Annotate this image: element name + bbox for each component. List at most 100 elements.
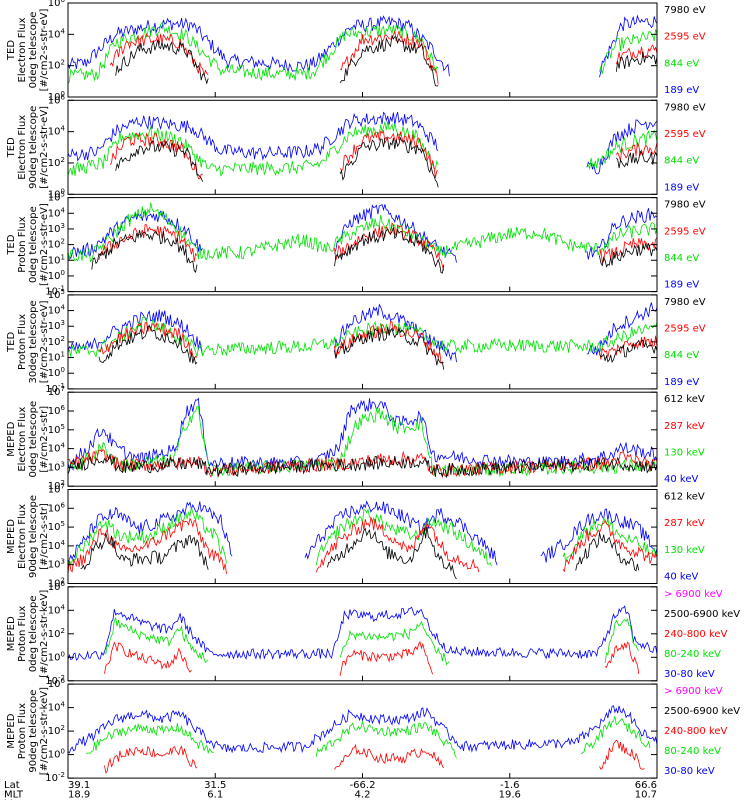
y-tick-label: 104 [48, 304, 66, 317]
footer-value: 19.6 [499, 790, 521, 800]
legend-entry: 2595 eV [664, 324, 706, 335]
panel-2-series-3 [109, 129, 658, 180]
panel-3-series-4 [91, 227, 658, 274]
y-tick-label: 103 [48, 222, 65, 235]
legend-entry: 189 eV [664, 280, 699, 291]
y-tick-label: 107 [48, 385, 65, 398]
y-axis-label: Proton Flux [17, 606, 28, 662]
y-tick-label: 102 [48, 238, 65, 251]
y-axis-label: 0deg telescope [28, 206, 39, 283]
y-axis-label: 90deg telescope [28, 690, 39, 773]
legend-entry: 7980 eV [664, 5, 706, 16]
legend-entry: 189 eV [664, 377, 699, 388]
panel-7-frame [67, 586, 658, 682]
legend-entry: 40 keV [664, 572, 698, 583]
y-axis-label: Electron Flux [17, 17, 28, 82]
y-tick-label: 102 [48, 335, 65, 348]
panel-5-series-2 [67, 405, 658, 478]
legend-entry: 844 eV [664, 58, 699, 69]
y-axis-label: 90deg telescope [28, 106, 39, 189]
y-axis-label: [#/cm2-s-str-keV] [39, 687, 50, 775]
y-tick-label: 106 [48, 0, 66, 9]
y-tick-label: 106 [48, 404, 66, 417]
y-tick-label: 106 [48, 580, 66, 593]
y-tick-label: 104 [48, 603, 66, 616]
y-axis-label: Electron Flux [17, 407, 28, 472]
panel-6-series-3 [67, 516, 658, 575]
legend-entry: 612 keV [664, 394, 705, 405]
panel-2-series-4 [115, 136, 658, 188]
y-tick-label: 100 [48, 366, 65, 379]
y-axis-label: Proton Flux [17, 216, 28, 272]
y-tick-label: 106 [48, 501, 66, 514]
y-tick-label: 100 [48, 90, 65, 103]
y-tick-label: 102 [48, 156, 65, 169]
panel-1-series-2 [67, 21, 658, 84]
panel-4-series-1 [67, 302, 658, 363]
legend-entry: 2500-6900 keV [664, 609, 740, 620]
y-axis-label: TED [6, 234, 17, 255]
y-axis-label: TED [6, 40, 17, 61]
footer-value: 4.2 [355, 790, 371, 800]
footer-label: Lat [4, 780, 20, 791]
panel-2: 100 102 104 106 TED Electron Flux 90deg telesc… [6, 93, 706, 200]
y-axis-label: [#/cm2-s-str-eV] [39, 106, 50, 189]
panel-2-series-2 [67, 121, 658, 177]
legend-entry: 287 keV [664, 518, 705, 529]
legend-entry: 240-800 keV [664, 726, 728, 737]
panel-1: 100 102 104 106 TED Electron Flux 0deg telesco… [6, 0, 706, 103]
y-axis-label: 0deg telescope [28, 595, 39, 672]
y-axis-label: TED [6, 137, 17, 158]
y-tick-label: 102 [48, 479, 65, 492]
panel-7-series-2 [104, 616, 640, 666]
y-tick-label: 101 [48, 253, 65, 266]
panel-8-series-3 [104, 739, 645, 774]
y-tick-label: 105 [48, 520, 65, 533]
panel-3: 10-1 100 101 102 103 104 105 TED Proton Flux 0deg… [6, 191, 706, 298]
y-tick-label: 100 [48, 269, 65, 282]
panel-5-frame [67, 391, 658, 487]
y-tick-label: 102 [48, 627, 65, 640]
legend-entry: 2595 eV [664, 226, 706, 237]
panel-2-series-1 [67, 111, 658, 175]
footer-value: 10.7 [635, 790, 657, 800]
y-axis-label: [#/cm2-s-str-eV] [39, 203, 50, 286]
panel-2-frame [67, 99, 658, 195]
y-tick-label: 107 [48, 483, 65, 496]
y-axis-label: MEPED [6, 616, 17, 651]
legend-entry: 844 eV [664, 350, 699, 361]
footer-value: 39.1 [68, 780, 90, 791]
y-axis-label: Electron Flux [17, 115, 28, 180]
legend-entry: 40 keV [664, 474, 698, 485]
panel-7: 10-2 100 102 104 106 MEPED Proton Flux 0deg tel… [6, 580, 740, 687]
y-tick-label: 104 [48, 539, 66, 552]
y-axis-label: Electron Flux [17, 504, 28, 569]
legend-entry: 612 keV [664, 492, 705, 503]
panel-8: 10-2 100 102 104 106 MEPED Proton Flux 90deg te… [6, 677, 740, 784]
y-tick-label: 10-1 [45, 285, 65, 298]
y-tick-label: 100 [48, 187, 65, 200]
y-tick-label: 100 [48, 748, 65, 761]
y-axis-label: 0deg telescope [28, 401, 39, 478]
y-axis-label: MEPED [6, 421, 17, 456]
legend-entry: 30-80 keV [664, 669, 715, 680]
y-tick-label: 104 [48, 125, 66, 138]
y-axis-label: [#/cm2-s-str-keV] [39, 590, 50, 678]
legend-entry: > 6900 keV [664, 686, 723, 697]
legend-entry: 30-80 keV [664, 766, 715, 777]
legend-entry: 2595 eV [664, 129, 706, 140]
legend-entry: 80-240 keV [664, 649, 721, 660]
legend-entry: 287 keV [664, 421, 705, 432]
y-axis-label: TED [6, 332, 17, 353]
footer-value: 6.1 [207, 790, 223, 800]
y-axis-label: [#/cm2-s-str] [39, 406, 50, 473]
panel-3-frame [67, 197, 658, 293]
y-tick-label: 100 [48, 650, 65, 663]
panel-8-series-2 [85, 716, 651, 759]
footer-value: -1.6 [500, 780, 520, 791]
footer-value: 31.5 [204, 780, 226, 791]
y-axis-label: Proton Flux [17, 314, 28, 370]
panel-6: 102 103 104 105 106 107 MEPED Electron Flux 90de… [6, 483, 705, 590]
footer-label: MLT [4, 790, 24, 800]
panel-5: 102 103 104 105 106 107 MEPED Electron Flux 0deg… [6, 385, 705, 492]
